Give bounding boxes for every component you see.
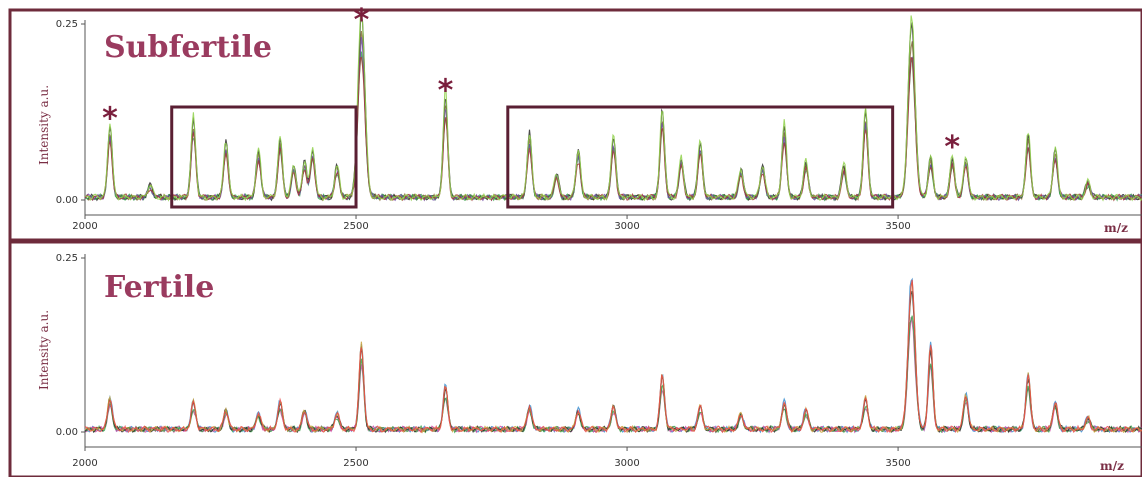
panel-title: Subfertile [104,30,272,65]
spectrum-trace [84,56,1142,202]
panel-frame [8,240,1142,477]
y-tick-label: 0.25 [56,19,78,30]
y-axis-label: Intensity a.u. [37,85,51,165]
x-axis-unit: m/z [1100,459,1124,473]
x-tick-label: 3500 [885,458,910,469]
spectrum-trace [84,51,1142,202]
plot-area: 2000 2500 3000 3500 0.00 0.25 [56,253,1142,469]
spectrum-trace [84,315,1142,434]
x-tick-label: 3000 [614,458,639,469]
highlight-box [170,105,358,209]
peak-star-marker: * [354,3,370,38]
peak-star-marker: * [944,130,960,165]
x-tick-label: 2000 [72,458,97,469]
peak-star-marker: * [438,73,454,108]
spectrum-trace [84,279,1142,434]
panel-fertile: 2000 2500 3000 3500 0.00 0.25 Fertile Intensi… [8,240,1142,477]
spectrum-trace [84,14,1142,202]
x-tick-label: 2500 [343,458,368,469]
x-tick-label: 2000 [72,221,97,232]
highlight-box [506,105,895,209]
peak-star-marker: * [102,102,118,137]
spectrum-trace [84,282,1142,434]
y-tick-label: 0.25 [56,253,78,264]
x-tick-label: 3000 [614,221,639,232]
x-tick-label: 2500 [343,221,368,232]
y-tick-label: 0.00 [56,427,78,438]
spectrum-trace [84,277,1142,434]
y-axis-label: Intensity a.u. [37,310,51,390]
spectrum-trace [84,316,1142,434]
panel-frame [8,8,1142,242]
plot-area: 2000 2500 3000 3500 0.00 0.25 * * * * [56,3,1142,232]
x-tick-label: 3500 [885,221,910,232]
y-tick-label: 0.00 [56,195,78,206]
x-axis-unit: m/z [1104,221,1128,235]
panel-title: Fertile [104,270,214,305]
